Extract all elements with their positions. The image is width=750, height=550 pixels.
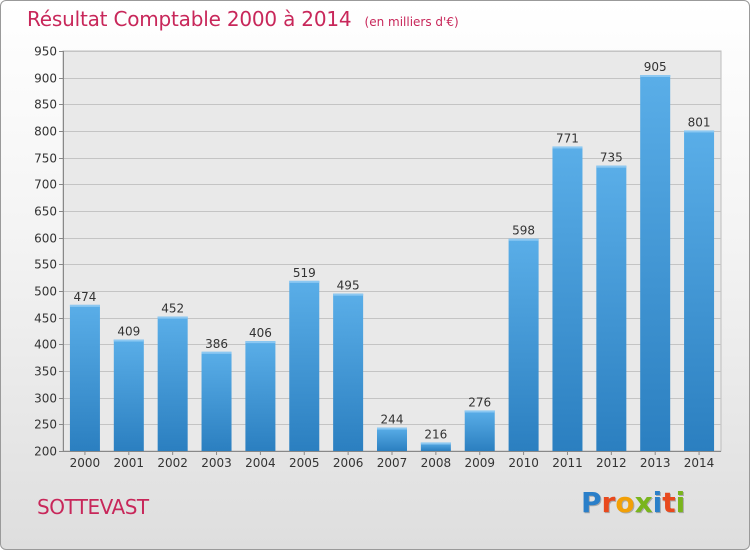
bar-2011: [552, 146, 583, 451]
bar-top-highlight: [377, 427, 407, 430]
y-tick-label: 200: [34, 445, 57, 459]
y-tick-label: 350: [34, 365, 57, 379]
bar-value-label: 735: [600, 151, 623, 165]
axis-layer: 200 250 300 350 400 450 500 550 600 650 700 750 800 8…: [34, 45, 721, 470]
bar-value-label: 474: [73, 290, 96, 304]
bar-2014: [684, 130, 715, 451]
x-tick-label: 2001: [114, 456, 145, 470]
bar-value-label: 519: [293, 266, 316, 280]
title-row: Résultat Comptable 2000 à 2014 (en milli…: [27, 7, 459, 31]
y-tick-label: 500: [34, 285, 57, 299]
y-tick-label: 800: [34, 125, 57, 139]
bar-value-label: 452: [161, 302, 184, 316]
bar-2008: [420, 442, 451, 451]
bar-2012: [596, 165, 627, 451]
bar-2007: [377, 427, 407, 451]
logo-letter: o: [615, 486, 635, 519]
bar-layer: [69, 75, 715, 451]
bar-2006: [333, 293, 364, 451]
label-layer: 474 409 452 386 406 519 495 244 216 276 598 771 735 9…: [73, 60, 710, 441]
x-tick-label: 2002: [157, 456, 188, 470]
bar-2010: [508, 238, 539, 451]
bar-value-label: 386: [205, 337, 228, 351]
bar-2002: [157, 316, 188, 451]
y-tick-label: 950: [34, 45, 57, 59]
bar-top-highlight: [552, 146, 583, 149]
y-tick-label: 600: [34, 232, 57, 246]
y-tick-label: 300: [34, 392, 57, 406]
bar-top-highlight: [508, 238, 539, 241]
y-tick-label: 650: [34, 205, 57, 219]
bar-top-highlight: [245, 341, 276, 344]
logo-letter: i: [652, 486, 663, 519]
bar-2009: [464, 410, 495, 451]
chart-title: Résultat Comptable 2000 à 2014: [27, 7, 352, 31]
bar-2004: [245, 341, 276, 451]
bar-top-highlight: [640, 75, 671, 77]
bar-value-label: 771: [556, 131, 579, 145]
logo-letter: x: [634, 486, 653, 519]
bar-top-highlight: [420, 442, 451, 445]
bar-2003: [201, 351, 232, 451]
bar-top-highlight: [333, 293, 364, 296]
proxiti-logo[interactable]: Proxiti: [581, 486, 685, 519]
x-tick-label: 2008: [421, 456, 452, 470]
bar-top-highlight: [596, 165, 627, 168]
commune-name: SOTTEVAST: [37, 495, 149, 519]
bar-2000: [69, 304, 100, 451]
bar-value-label: 244: [381, 413, 404, 427]
x-tick-label: 2007: [377, 456, 408, 470]
bar-value-label: 216: [424, 427, 447, 441]
logo-letter: P: [581, 486, 602, 519]
bar-top-highlight: [201, 351, 232, 354]
bar-top-highlight: [464, 410, 495, 413]
x-tick-label: 2009: [464, 456, 495, 470]
logo-letter: i: [675, 486, 686, 519]
x-tick-label: 2000: [70, 456, 101, 470]
bar-2001: [113, 339, 144, 451]
y-tick-label: 850: [34, 98, 57, 112]
x-tick-label: 2005: [289, 456, 320, 470]
bar-value-label: 276: [468, 395, 491, 409]
bar-top-highlight: [289, 280, 320, 283]
logo-letter: r: [601, 486, 616, 519]
y-tick-label: 250: [34, 418, 57, 432]
x-tick-label: 2013: [640, 456, 671, 470]
y-tick-label: 400: [34, 338, 57, 352]
x-tick-label: 2006: [333, 456, 364, 470]
bar-2013: [640, 75, 671, 451]
bar-value-label: 905: [644, 60, 667, 74]
y-tick-label: 900: [34, 72, 57, 86]
y-tick-label: 450: [34, 312, 57, 326]
bar-top-highlight: [684, 130, 715, 133]
x-tick-label: 2010: [508, 456, 539, 470]
x-tick-label: 2011: [552, 456, 583, 470]
y-tick-label: 550: [34, 258, 57, 272]
bar-top-highlight: [157, 316, 188, 319]
bar-top-highlight: [69, 304, 100, 307]
y-tick-label: 700: [34, 178, 57, 192]
x-tick-label: 2003: [201, 456, 232, 470]
bar-value-label: 406: [249, 326, 272, 340]
bar-value-label: 598: [512, 224, 535, 238]
x-tick-label: 2012: [596, 456, 627, 470]
chart-subtitle: (en milliers d'€): [364, 15, 459, 29]
bar-value-label: 495: [337, 279, 360, 293]
bar-value-label: 801: [688, 115, 711, 129]
logo-letter: t: [662, 486, 676, 519]
bar-top-highlight: [113, 339, 144, 342]
bar-2005: [289, 280, 320, 451]
x-tick-label: 2014: [684, 456, 715, 470]
bar-value-label: 409: [117, 325, 140, 339]
y-tick-label: 750: [34, 152, 57, 166]
x-tick-label: 2004: [245, 456, 276, 470]
